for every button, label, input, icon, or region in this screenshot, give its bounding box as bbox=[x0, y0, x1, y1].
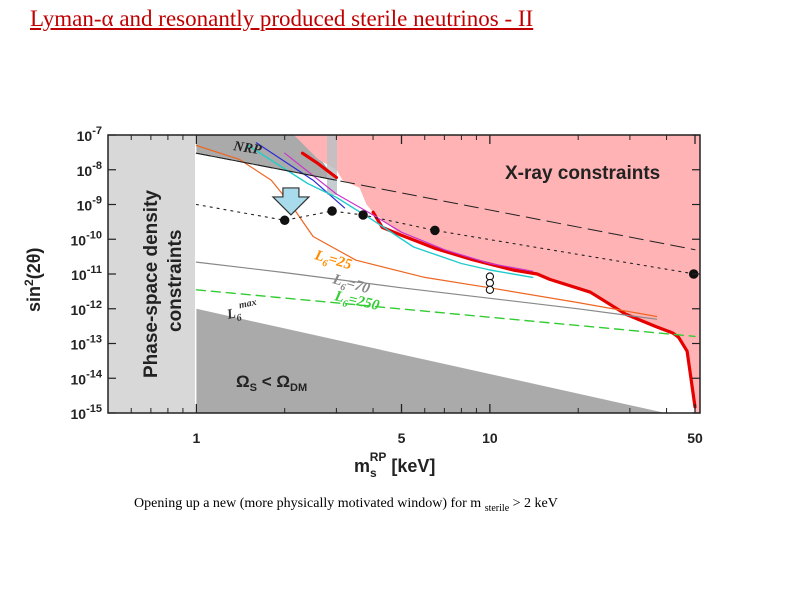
tick-marks bbox=[107, 134, 700, 414]
caption-subscript: sterile bbox=[484, 502, 510, 514]
phase-space-label-1: Phase-space density bbox=[141, 190, 162, 378]
data-point-7 bbox=[485, 285, 495, 294]
y-tick-label-5: 10-12 bbox=[71, 299, 102, 318]
series-line-1 bbox=[300, 151, 338, 180]
y-tick-label-0: 10-7 bbox=[77, 125, 102, 144]
x-axis-label: msRP [keV] bbox=[354, 450, 435, 480]
y-tick-label-3: 10-10 bbox=[71, 229, 102, 248]
series-line-7 bbox=[195, 289, 696, 338]
xray-gap-strip bbox=[327, 135, 337, 195]
series-line-10 bbox=[195, 152, 337, 181]
x-tick-label-1: 5 bbox=[398, 430, 406, 446]
data-point-3 bbox=[430, 225, 440, 236]
y-tick-label-6: 10-13 bbox=[71, 334, 102, 353]
series-line-3 bbox=[255, 142, 346, 209]
series-line-9 bbox=[195, 203, 696, 275]
x-tick-label-3: 50 bbox=[687, 430, 703, 446]
annotation-l6-250: L6=250 bbox=[331, 288, 381, 317]
data-point-0 bbox=[279, 215, 290, 226]
y-axis-label: sin2(2θ) bbox=[22, 248, 44, 312]
annotation-l6-70: L6=70 bbox=[329, 271, 372, 300]
phase-space-region bbox=[108, 135, 195, 413]
slide-caption: Opening up a new (more physically motiva… bbox=[134, 496, 558, 514]
marker-layer bbox=[279, 206, 699, 294]
series-line-6 bbox=[195, 261, 658, 320]
series-line-5 bbox=[195, 144, 658, 318]
lyman-alpha-arrow bbox=[271, 187, 311, 216]
data-point-2 bbox=[358, 210, 368, 220]
x-tick-label-0: 1 bbox=[192, 430, 200, 446]
series-line-0 bbox=[371, 210, 697, 409]
y-tick-label-2: 10-9 bbox=[77, 195, 102, 214]
nrp-label: NRP bbox=[231, 139, 262, 158]
omega-dm-label: ΩS < ΩDM bbox=[236, 372, 307, 394]
y-tick-label-7: 10-14 bbox=[71, 368, 103, 387]
y-tick-label-8: 10-15 bbox=[71, 403, 102, 422]
data-point-6 bbox=[485, 278, 495, 288]
annotation-l6-max: L6max bbox=[224, 297, 260, 326]
series-line-2 bbox=[284, 152, 534, 272]
caption-tail: > 2 keV bbox=[509, 496, 558, 511]
y-tick-label-1: 10-8 bbox=[77, 160, 102, 179]
annotation-l6-25: L6=25 bbox=[311, 247, 354, 276]
xray-region bbox=[293, 135, 700, 413]
y-tick-label-4: 10-11 bbox=[71, 264, 102, 283]
x-tick-label-2: 10 bbox=[482, 430, 498, 446]
slide-title: Lyman-α and resonantly produced sterile … bbox=[30, 6, 534, 31]
data-point-1 bbox=[327, 206, 337, 216]
y-tick-labels: 10-7 10-8 10-9 10-10 10-11 10-12 10-13 10-14 10-… bbox=[71, 125, 103, 422]
caption-main: Opening up a new (more physically motiva… bbox=[134, 496, 482, 511]
omega-dm-region bbox=[196, 308, 666, 413]
xray-label: X-ray constraints bbox=[505, 163, 660, 184]
x-tick-labels: 1 5 10 50 bbox=[192, 430, 703, 446]
series-line-4 bbox=[247, 144, 534, 279]
phase-space-label-2: constraints bbox=[165, 230, 186, 332]
arrow-layer bbox=[271, 187, 311, 216]
series-layer bbox=[195, 142, 697, 409]
